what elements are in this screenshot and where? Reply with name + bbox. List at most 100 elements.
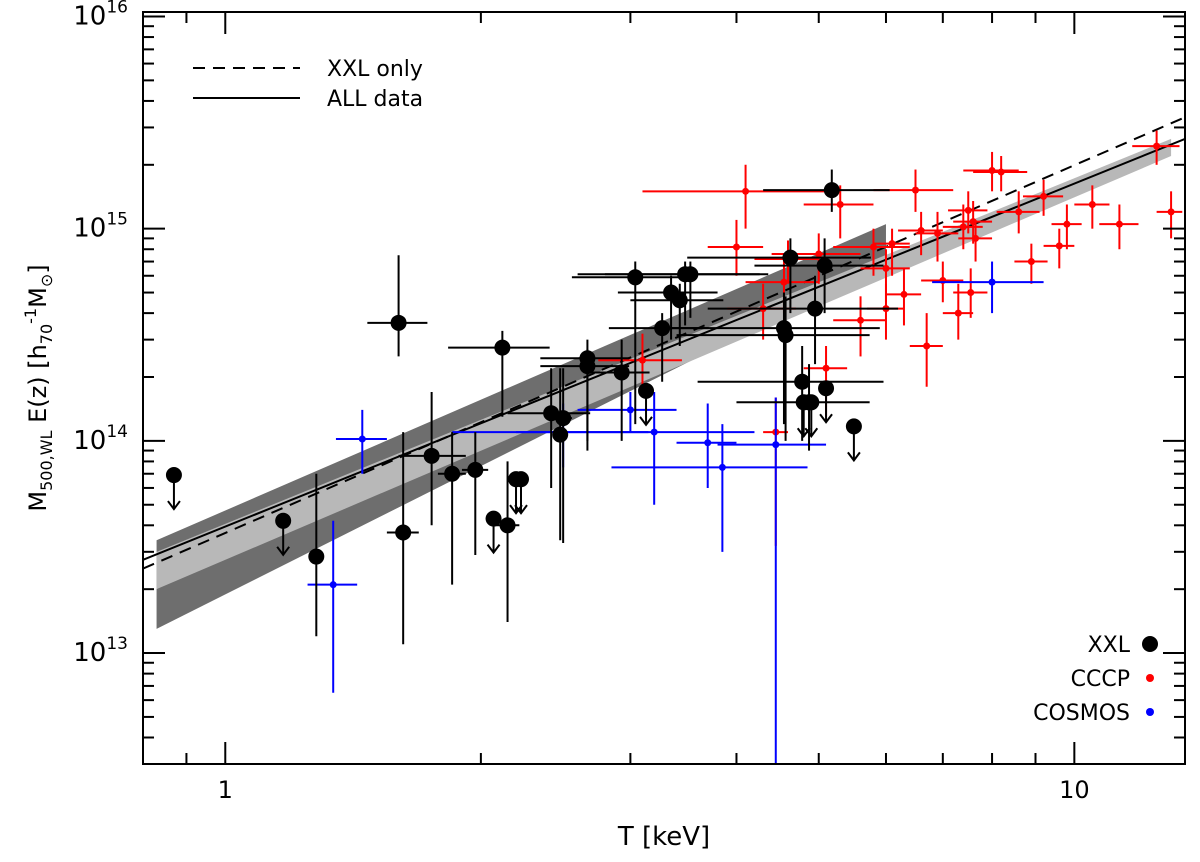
xxl-marker bbox=[423, 447, 440, 464]
xxl-marker bbox=[513, 471, 530, 488]
y-tick-base: 10 bbox=[73, 638, 106, 668]
cccp-marker bbox=[964, 206, 972, 214]
y-label-sub: 500,WL bbox=[37, 430, 56, 490]
y-tick-exponent: 15 bbox=[106, 210, 128, 230]
y-tick-label: 1016 bbox=[73, 0, 128, 31]
cccp-point bbox=[707, 219, 764, 276]
fit-line-xxl-only bbox=[143, 116, 1185, 570]
xxl-point bbox=[845, 418, 862, 463]
cosmos-marker bbox=[718, 463, 726, 471]
axis-ticks bbox=[142, 12, 1185, 765]
xxl-marker bbox=[485, 510, 502, 527]
cccp-point bbox=[1051, 204, 1082, 250]
cccp-marker bbox=[732, 243, 740, 251]
xxl-point bbox=[754, 238, 884, 314]
cccp-point bbox=[833, 296, 886, 357]
legend-xxl-only-label: XXL only bbox=[327, 57, 423, 82]
cccp-point bbox=[1022, 179, 1064, 216]
cccp-marker bbox=[917, 227, 925, 235]
cccp-marker bbox=[780, 278, 788, 286]
y-tick-exponent: 13 bbox=[106, 634, 128, 654]
xxl-marker bbox=[613, 364, 630, 381]
xxl-point bbox=[513, 471, 530, 515]
xxl-upper-limit-arrow bbox=[514, 504, 528, 515]
cccp-marker bbox=[972, 234, 980, 242]
y-tick-base: 10 bbox=[73, 214, 106, 244]
xxl-point bbox=[818, 380, 835, 424]
cccp-point bbox=[996, 191, 1040, 234]
fit-lines bbox=[143, 116, 1185, 570]
cccp-point bbox=[1014, 243, 1048, 284]
x-axis-label: T [keV] bbox=[617, 822, 710, 852]
y-tick-exponent: 14 bbox=[106, 422, 128, 442]
xxl-point bbox=[687, 238, 871, 314]
y-tick-label: 1014 bbox=[73, 422, 128, 456]
xxl-marker bbox=[782, 249, 799, 266]
y-label-m: M bbox=[24, 491, 52, 512]
y-label-e: E(z) [h bbox=[24, 344, 52, 430]
xxl-point bbox=[398, 391, 466, 526]
xxl-marker bbox=[816, 257, 833, 274]
y-tick-base: 10 bbox=[73, 1, 106, 31]
cccp-marker bbox=[882, 264, 890, 272]
cccp-point bbox=[909, 313, 943, 387]
cccp-marker bbox=[911, 186, 919, 194]
marker-legend: XXL CCCP COSMOS bbox=[1033, 633, 1158, 726]
legend-cosmos-marker bbox=[1146, 708, 1154, 716]
xxl-point bbox=[367, 255, 428, 357]
xxl-marker bbox=[845, 418, 862, 435]
xxl-point bbox=[495, 461, 520, 623]
xxl-upper-limit-arrow bbox=[486, 544, 501, 555]
xxl-point bbox=[676, 296, 870, 441]
xxl-upper-limit-arrow bbox=[804, 427, 819, 438]
xxl-point bbox=[540, 349, 630, 451]
xxl-point bbox=[275, 512, 292, 557]
cccp-point bbox=[948, 191, 988, 234]
xxl-upper-limit-arrow bbox=[167, 500, 181, 511]
cccp-marker bbox=[1115, 220, 1123, 228]
cccp-marker bbox=[822, 364, 830, 372]
xxl-marker bbox=[499, 517, 516, 534]
xxl-marker bbox=[823, 182, 840, 199]
xxl-point bbox=[604, 261, 760, 318]
xxl-point bbox=[448, 330, 550, 417]
cccp-point bbox=[915, 211, 959, 262]
xxl-upper-limit-arrow bbox=[847, 451, 861, 463]
xxl-point bbox=[461, 432, 489, 555]
legend-cccp-marker bbox=[1146, 674, 1154, 682]
xxl-point bbox=[437, 432, 466, 585]
cccp-marker bbox=[1055, 242, 1063, 250]
cccp-marker bbox=[1015, 208, 1023, 216]
cccp-marker bbox=[923, 342, 931, 350]
y-tick-label: 1013 bbox=[73, 634, 128, 668]
xxl-point bbox=[630, 283, 724, 346]
xxl-marker bbox=[671, 292, 688, 309]
xxl-marker bbox=[555, 410, 572, 427]
cosmos-point bbox=[932, 261, 1044, 314]
xxl-upper-limit-arrow bbox=[639, 416, 653, 427]
cosmos-point bbox=[676, 403, 737, 488]
cccp-marker bbox=[1063, 220, 1071, 228]
cccp-point bbox=[885, 268, 922, 326]
x-tick-label: 1 bbox=[218, 776, 233, 804]
xxl-marker bbox=[395, 524, 412, 541]
xxl-upper-limit-arrow bbox=[276, 546, 290, 557]
cosmos-marker bbox=[988, 278, 996, 286]
xxl-marker bbox=[777, 327, 794, 344]
cccp-point bbox=[1156, 191, 1183, 239]
xxl-point bbox=[165, 467, 182, 511]
legend-xxl-label: XXL bbox=[1088, 633, 1131, 658]
cosmos-marker bbox=[626, 406, 634, 414]
xxl-marker bbox=[807, 300, 824, 317]
y-label-m2: M bbox=[24, 287, 52, 308]
cccp-marker bbox=[967, 289, 975, 297]
cccp-point bbox=[1074, 185, 1110, 229]
y-label-sub2: 70 bbox=[37, 324, 56, 344]
cosmos-marker bbox=[704, 439, 712, 447]
cosmos-marker bbox=[358, 435, 366, 443]
cccp-marker bbox=[934, 229, 942, 237]
xxl-marker bbox=[467, 461, 484, 478]
cccp-marker bbox=[1088, 201, 1096, 209]
cccp-marker bbox=[638, 356, 646, 364]
cccp-marker bbox=[815, 250, 823, 258]
